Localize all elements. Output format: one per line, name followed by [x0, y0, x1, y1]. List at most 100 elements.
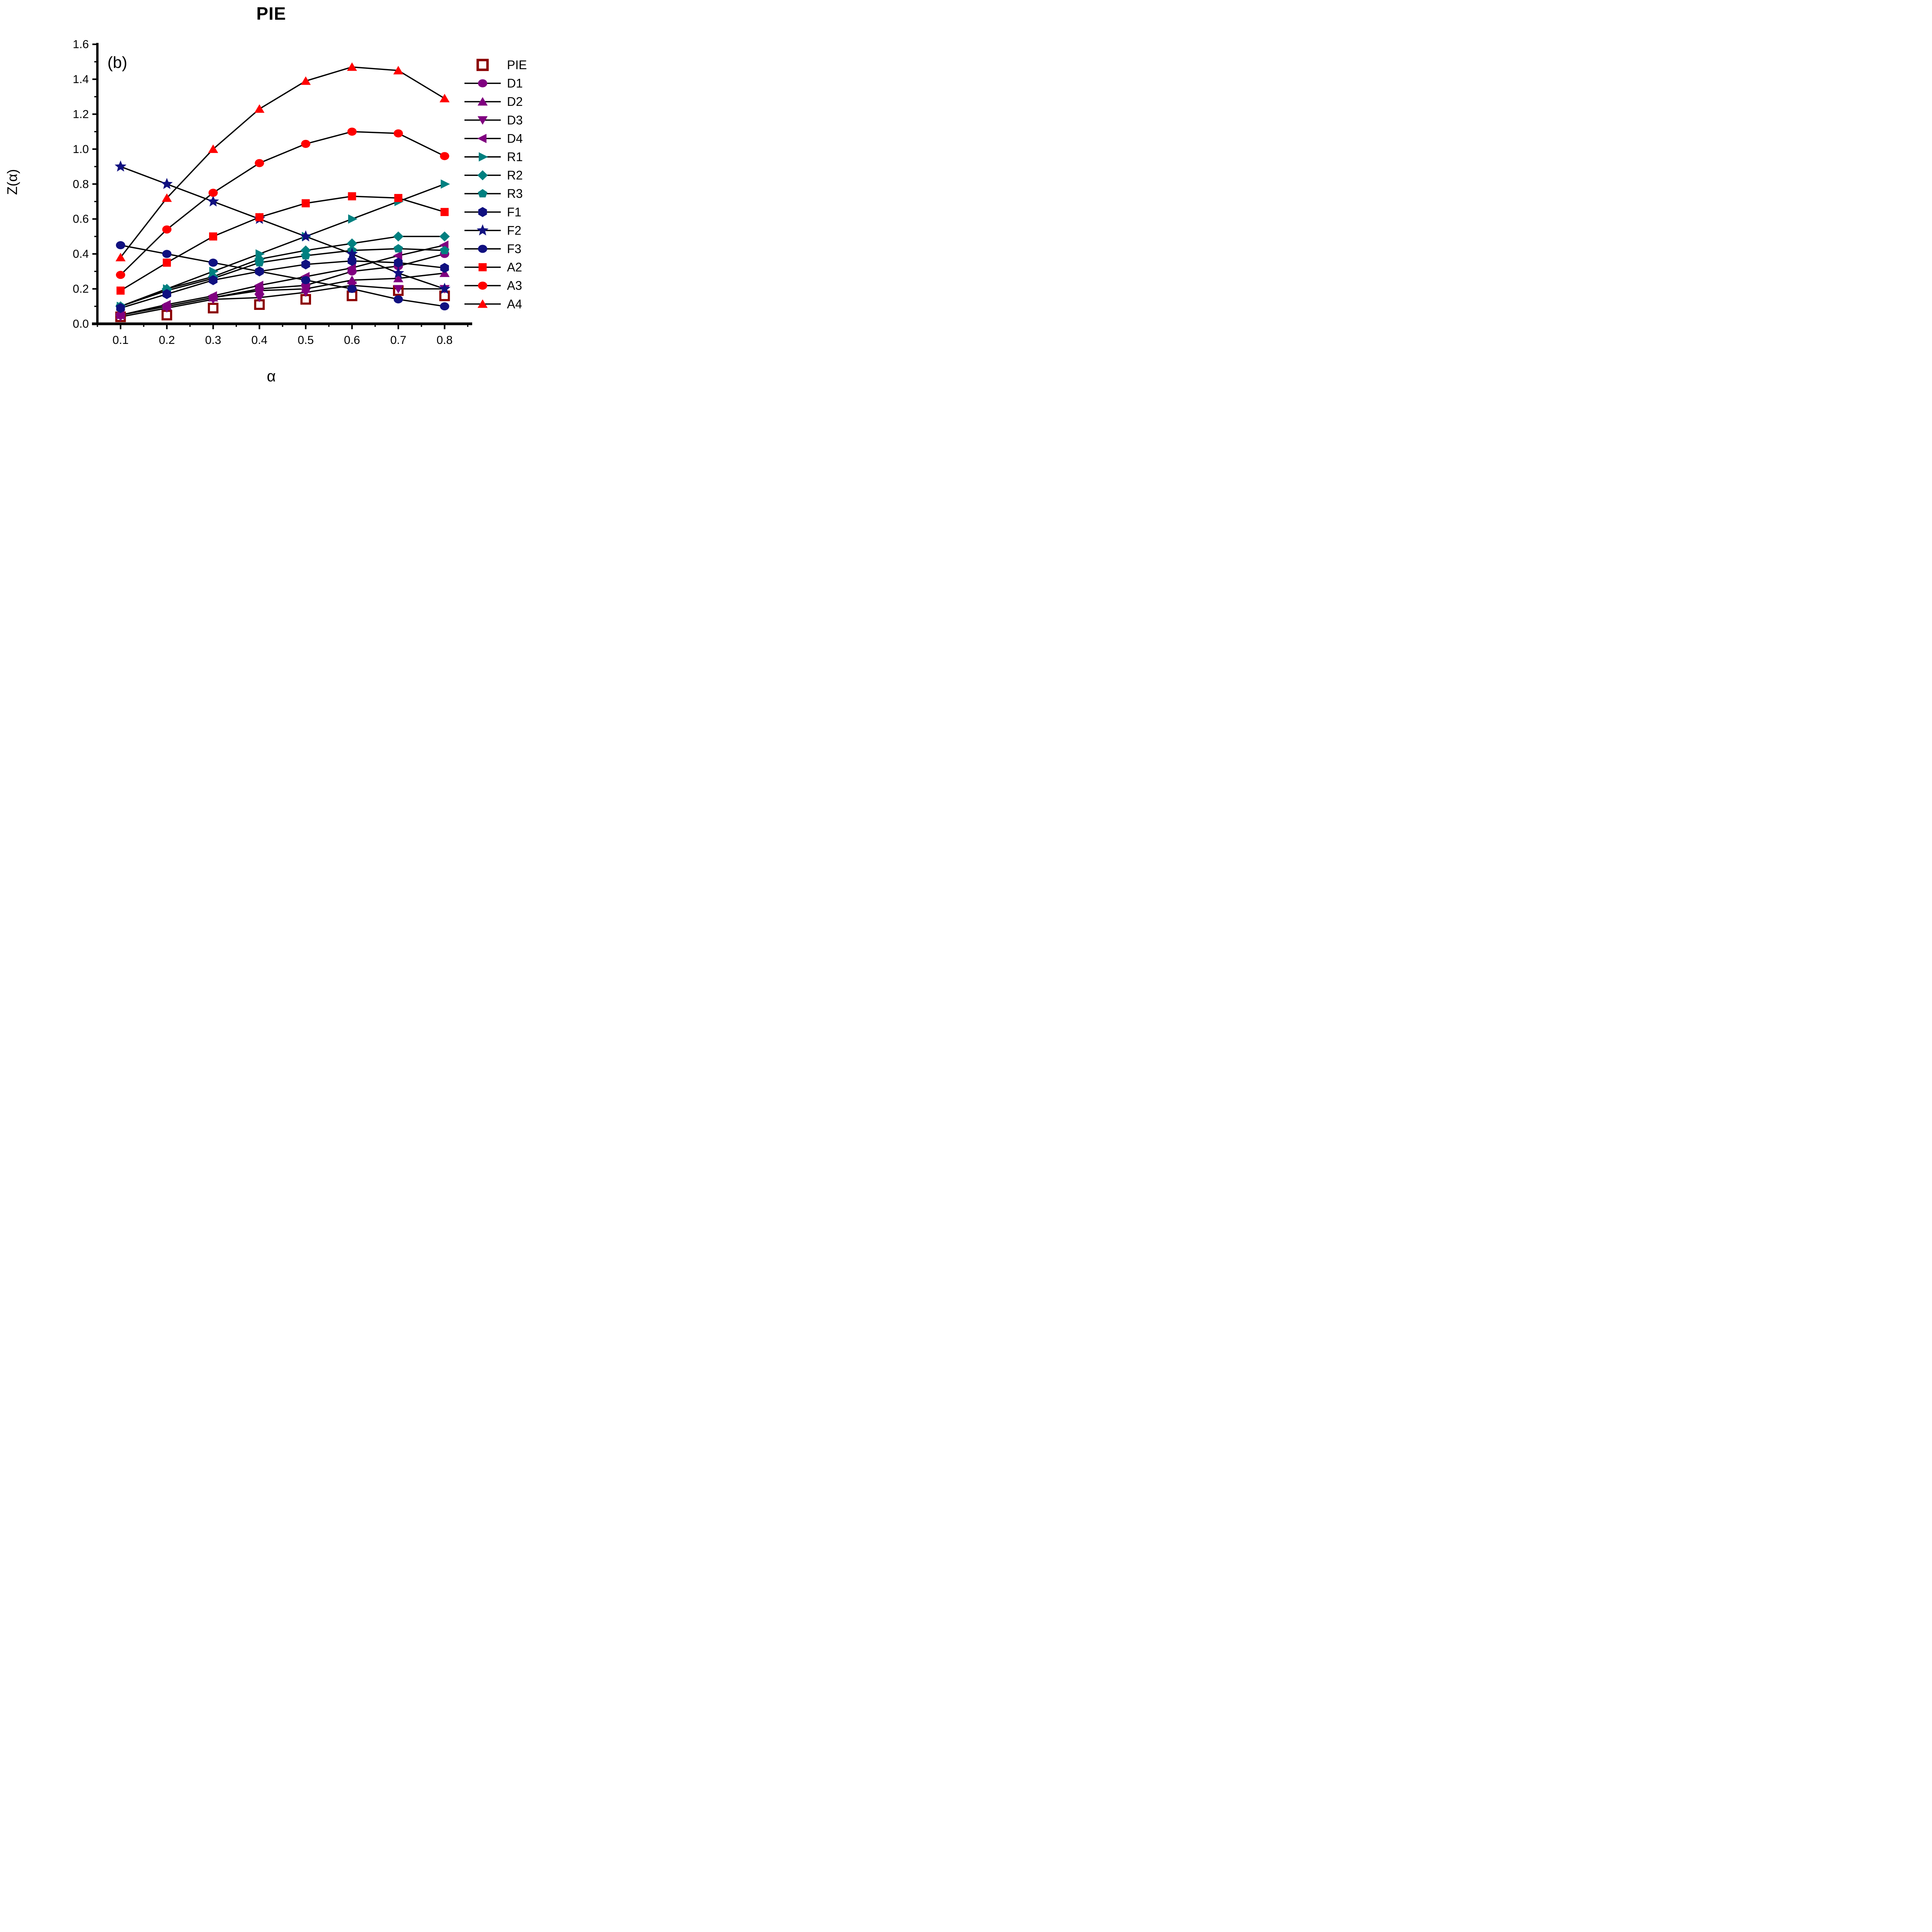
legend-marker-D4	[477, 134, 486, 143]
marker-F1-hexagon	[162, 289, 172, 299]
marker-A2-square	[209, 232, 218, 241]
y-tick-label: 0.0	[73, 318, 89, 330]
marker-D4-triangle-left	[254, 281, 264, 290]
figure-panel-b: 0.0 0.2 0.4 0.6 0.8 1.0 1.2 1.4 1.6 0.1 0.2 0.3 0.4 0…	[0, 0, 543, 389]
marker-F3-circle	[208, 259, 218, 267]
x-tick-label: 0.5	[298, 334, 314, 347]
marker-D4-triangle-left	[393, 251, 402, 260]
marker-F1-hexagon	[347, 256, 357, 266]
legend-marker-F2	[476, 224, 489, 236]
marker-F3-circle	[255, 267, 264, 276]
marker-F3-circle	[347, 285, 357, 293]
marker-D2-triangle-up	[393, 274, 403, 282]
marker-A2-square	[394, 194, 403, 202]
marker-A4-triangle-up	[393, 66, 403, 75]
x-tick-label: 0.6	[344, 334, 360, 347]
legend-marker-R3	[478, 189, 488, 197]
y-tick-label: 1.4	[73, 73, 89, 86]
marker-F3-circle	[162, 250, 172, 258]
marker-F3-circle	[440, 302, 449, 311]
marker-F3-circle	[116, 241, 125, 250]
legend-marker-F3	[478, 245, 487, 253]
line-chart: 0.0 0.2 0.4 0.6 0.8 1.0 1.2 1.4 1.6 0.1 0.2 0.3 0.4 0…	[73, 38, 527, 347]
series-line-A4	[120, 66, 445, 258]
marker-A3-circle	[301, 139, 311, 148]
marker-A4-triangle-up	[208, 144, 218, 153]
y-tick-label: 1.6	[73, 38, 89, 51]
marker-R2-diamond	[347, 238, 357, 249]
series-line-F3	[120, 244, 445, 307]
x-tick-label: 0.4	[252, 334, 268, 347]
legend-label-R2: R2	[507, 168, 523, 182]
marker-F2-star	[207, 195, 219, 207]
series-line-F2	[120, 166, 445, 290]
marker-A2-square	[301, 199, 310, 207]
marker-A4-triangle-up	[439, 94, 450, 102]
legend-marker-D3	[478, 116, 488, 125]
marker-A4-triangle-up	[116, 253, 126, 262]
series-line-D2	[120, 272, 445, 316]
marker-F3-circle	[301, 276, 311, 284]
legend-label-D1: D1	[507, 77, 523, 90]
series-line-R2	[120, 236, 445, 307]
y-tick-label: 1.2	[73, 108, 89, 121]
marker-A3-circle	[162, 225, 172, 234]
marker-D4-triangle-left	[115, 310, 124, 320]
marker-D3-triangle-down	[301, 288, 311, 297]
marker-D4-triangle-left	[207, 291, 217, 301]
y-tick-label: 0.2	[73, 283, 89, 296]
legend-label-F1: F1	[507, 205, 521, 219]
marker-F2-star	[392, 267, 405, 278]
marker-D4-triangle-left	[347, 263, 356, 273]
marker-A2-square	[440, 208, 449, 216]
marker-A4-triangle-up	[162, 193, 172, 202]
y-tick-label: 0.4	[73, 248, 89, 260]
series-line-R1	[120, 183, 445, 307]
series-line-A2	[120, 196, 445, 291]
marker-R1-triangle-right	[440, 179, 450, 189]
marker-A3-circle	[440, 152, 449, 160]
legend-label-PIE: PIE	[507, 58, 527, 72]
marker-F1-hexagon	[116, 303, 125, 313]
marker-R1-triangle-right	[348, 214, 357, 224]
marker-F1-hexagon	[209, 275, 218, 285]
legend-label-F3: F3	[507, 242, 521, 256]
marker-A2-square	[163, 259, 171, 267]
legend-marker-A2	[478, 263, 487, 272]
marker-R2-diamond	[393, 231, 404, 242]
marker-A4-triangle-up	[254, 104, 265, 113]
marker-F1-hexagon	[440, 263, 449, 273]
marker-F2-star	[114, 160, 127, 172]
marker-F3-circle	[393, 295, 403, 304]
series-line-A3	[120, 131, 445, 276]
x-tick-label: 0.3	[205, 334, 221, 347]
y-axis-label: Z(α)	[4, 169, 20, 195]
marker-R3-pentagon	[301, 251, 311, 260]
legend-marker-A3	[478, 281, 487, 290]
legend-label-D4: D4	[507, 131, 523, 145]
marker-D3-triangle-down	[254, 294, 265, 303]
marker-R3-pentagon	[440, 246, 449, 254]
marker-A3-circle	[393, 129, 403, 138]
marker-F1-hexagon	[301, 259, 310, 270]
x-tick-label: 0.1	[112, 334, 129, 347]
marker-R2-diamond	[439, 231, 450, 242]
marker-A4-triangle-up	[301, 76, 311, 85]
marker-A2-square	[116, 286, 125, 295]
panel-label: (b)	[107, 53, 128, 71]
legend-label-F2: F2	[507, 223, 521, 237]
legend-label-A3: A3	[507, 279, 522, 293]
legend-label-R1: R1	[507, 150, 523, 164]
marker-R3-pentagon	[255, 258, 264, 267]
y-tick-label: 0.8	[73, 178, 89, 190]
series-line-R3	[120, 248, 445, 307]
x-axis-label: α	[267, 368, 276, 385]
x-tick-label: 0.7	[390, 334, 406, 347]
marker-F2-star	[161, 178, 173, 189]
legend-marker-D1	[478, 79, 487, 88]
marker-D4-triangle-left	[161, 300, 171, 310]
marker-F2-star	[299, 230, 312, 242]
series-line-F1	[120, 260, 445, 309]
legend-marker-R2	[477, 170, 488, 180]
legend-marker-A4	[478, 299, 488, 308]
